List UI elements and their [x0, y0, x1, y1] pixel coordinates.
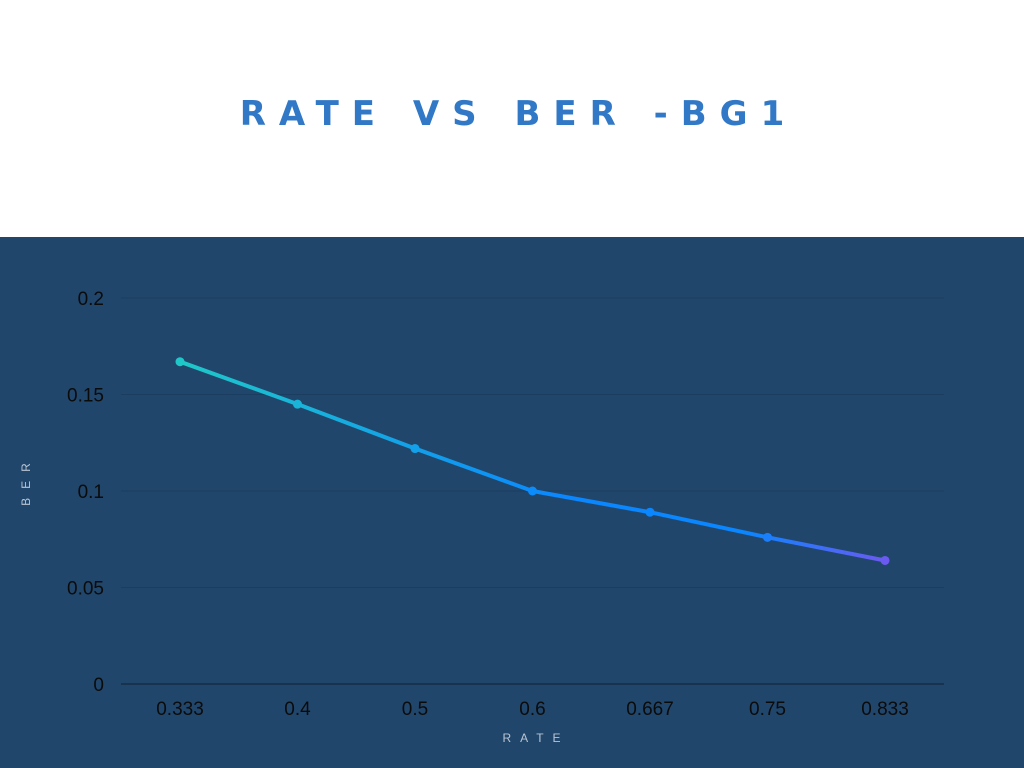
- line-chart: 00.050.10.150.2 0.333 0.4 0.5 0.6 0.667 0.75 0…: [0, 237, 1024, 768]
- x-tick-label: 0.5: [402, 699, 428, 720]
- title-area: RATE VS BER -BG1: [0, 0, 1024, 237]
- y-axis-title: BER: [19, 454, 33, 506]
- x-tick-label: 0.333: [156, 699, 204, 720]
- chart-panel: 0 0.05 0.1 0.15 0.2 0.333 0.4 0.5 0.6 0.667 0.75 0…: [0, 237, 1024, 768]
- data-point: [410, 444, 420, 454]
- data-point: [880, 555, 890, 565]
- data-point: [645, 507, 655, 517]
- data-point: [528, 486, 537, 496]
- data-point: [293, 399, 302, 409]
- x-tick-label: 0.75: [749, 699, 786, 720]
- data-point: [763, 532, 772, 542]
- x-tick-label: 0.833: [861, 699, 909, 720]
- y-tick-label: 0.1: [78, 482, 104, 503]
- y-tick-labels: 0 0.05 0.1 0.15 0.2: [67, 289, 104, 696]
- chart-title: RATE VS BER -BG1: [239, 94, 798, 134]
- y-tick-label: 0.15: [67, 386, 104, 407]
- y-tick-label: 0.05: [67, 579, 104, 600]
- plot-background: [0, 237, 1024, 768]
- x-axis-title: RATE: [502, 731, 569, 745]
- data-point: [175, 357, 185, 367]
- x-tick-label: 0.6: [519, 699, 545, 720]
- y-tick-label: 0.2: [78, 289, 104, 310]
- x-tick-labels: 0.333 0.4 0.5 0.6 0.667 0.75 0.833: [156, 699, 909, 720]
- x-tick-label: 0.4: [284, 699, 311, 720]
- series-group: [175, 357, 890, 565]
- x-tick-label: 0.667: [626, 699, 674, 720]
- y-tick-label: 0: [93, 675, 104, 696]
